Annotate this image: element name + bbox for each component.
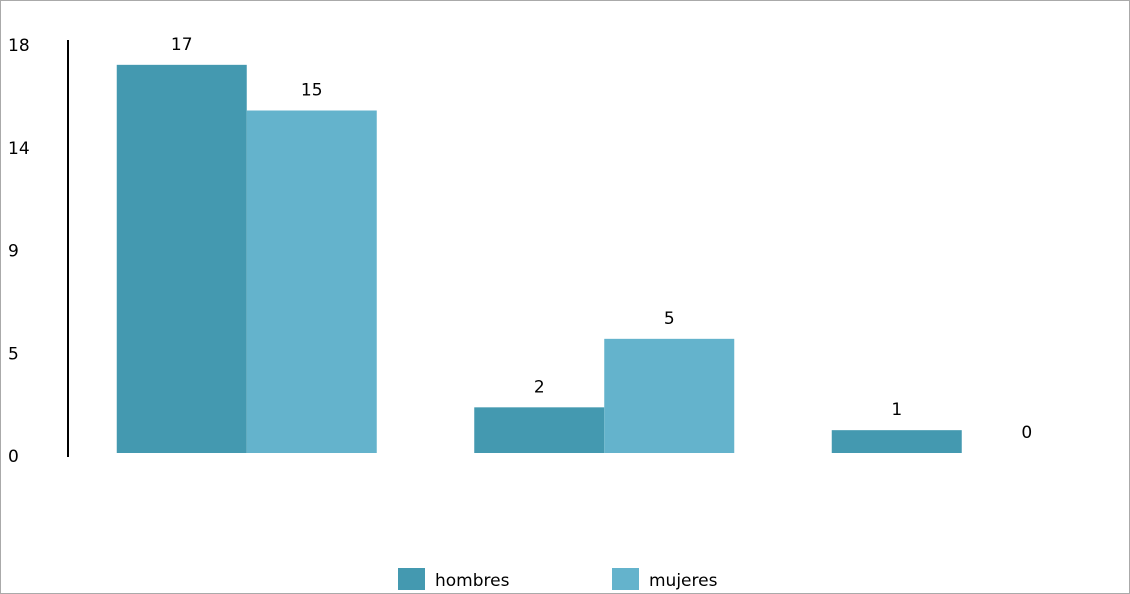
legend-label: hombres — [435, 571, 510, 591]
bar — [116, 64, 247, 453]
y-tick-label: 5 — [8, 344, 19, 364]
value-label: 1 — [891, 400, 902, 420]
y-tick-label: 14 — [8, 139, 30, 159]
value-label: 15 — [301, 81, 323, 101]
legend-swatch — [612, 568, 639, 590]
value-label: 2 — [534, 377, 545, 397]
legend-label: mujeres — [649, 571, 718, 591]
value-label: 5 — [664, 309, 675, 329]
value-label: 17 — [171, 35, 193, 55]
bar — [474, 407, 605, 453]
y-tick-label: 0 — [8, 447, 19, 467]
bar — [831, 430, 962, 453]
bar — [246, 110, 377, 453]
y-tick-label: 9 — [8, 242, 19, 262]
bar — [604, 338, 735, 453]
y-tick-label: 18 — [8, 36, 30, 56]
value-label: 0 — [1021, 423, 1032, 443]
legend-swatch — [398, 568, 425, 590]
